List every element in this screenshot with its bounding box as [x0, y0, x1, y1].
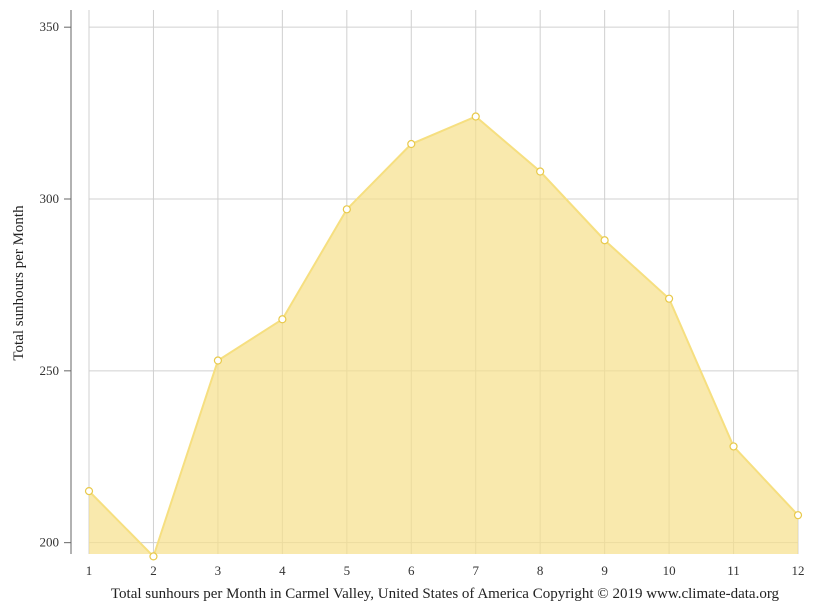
x-tick-label: 3 — [215, 563, 222, 578]
data-point-1 — [84, 487, 94, 496]
data-point-4 — [278, 315, 287, 324]
y-tick-label: 250 — [40, 363, 60, 378]
x-tick-label: 9 — [601, 563, 608, 578]
chart-caption: Total sunhours per Month in Carmel Valle… — [111, 586, 780, 602]
y-tick-label: 350 — [40, 19, 60, 34]
x-tick-label: 10 — [663, 563, 676, 578]
data-point-6 — [407, 139, 416, 149]
data-point-5 — [342, 205, 351, 214]
x-tick-label: 8 — [537, 563, 544, 578]
series-area — [89, 116, 798, 557]
y-axis-title: Total sunhours per Month — [11, 205, 27, 361]
data-point-11 — [729, 442, 738, 451]
x-tick-label: 1 — [86, 563, 93, 578]
data-point-10 — [664, 294, 674, 303]
axes — [64, 10, 72, 554]
x-tick-label: 6 — [408, 563, 415, 578]
x-tick-label: 4 — [279, 563, 286, 578]
data-point-12 — [793, 511, 803, 520]
y-tick-label: 300 — [40, 191, 60, 206]
data-point-2 — [149, 552, 158, 561]
data-point-9 — [600, 236, 609, 245]
data-point-3 — [213, 356, 223, 365]
y-tick-labels: 200 250 300 350 — [40, 19, 60, 549]
x-tick-label: 12 — [792, 563, 805, 578]
x-tick-label: 7 — [472, 563, 479, 578]
y-tick-label: 200 — [40, 535, 60, 550]
data-markers — [84, 112, 803, 561]
x-tick-labels: 1 2 3 4 5 6 7 8 9 10 11 12 — [86, 563, 805, 578]
x-tick-label: 11 — [727, 563, 740, 578]
x-tick-label: 5 — [344, 563, 351, 578]
data-point-8 — [536, 167, 545, 176]
x-tick-label: 2 — [150, 563, 157, 578]
data-point-7 — [471, 112, 480, 121]
series-line — [88, 115, 799, 559]
